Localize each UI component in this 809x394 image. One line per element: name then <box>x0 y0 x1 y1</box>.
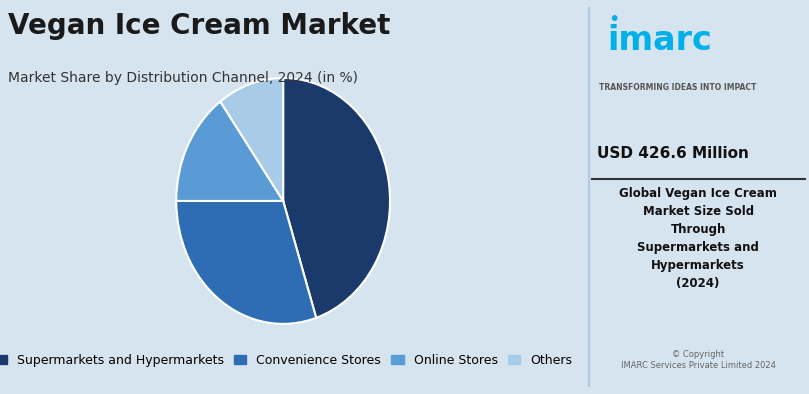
Text: imarc: imarc <box>607 24 711 57</box>
Text: USD 426.6 Million: USD 426.6 Million <box>597 146 749 161</box>
Text: Vegan Ice Cream Market: Vegan Ice Cream Market <box>8 12 391 40</box>
Text: •: • <box>608 10 620 29</box>
Wedge shape <box>176 102 283 201</box>
Text: Global Vegan Ice Cream
Market Size Sold
Through
Supermarkets and
Hypermarkets
(2: Global Vegan Ice Cream Market Size Sold … <box>619 187 777 290</box>
Text: © Copyright
IMARC Services Private Limited 2024: © Copyright IMARC Services Private Limit… <box>621 349 776 370</box>
Wedge shape <box>220 78 283 201</box>
Text: Market Share by Distribution Channel, 2024 (in %): Market Share by Distribution Channel, 20… <box>8 71 358 85</box>
Text: TRANSFORMING IDEAS INTO IMPACT: TRANSFORMING IDEAS INTO IMPACT <box>599 83 756 92</box>
Wedge shape <box>283 78 390 318</box>
Legend: Supermarkets and Hypermarkets, Convenience Stores, Online Stores, Others: Supermarkets and Hypermarkets, Convenien… <box>0 354 572 367</box>
Wedge shape <box>176 201 316 324</box>
